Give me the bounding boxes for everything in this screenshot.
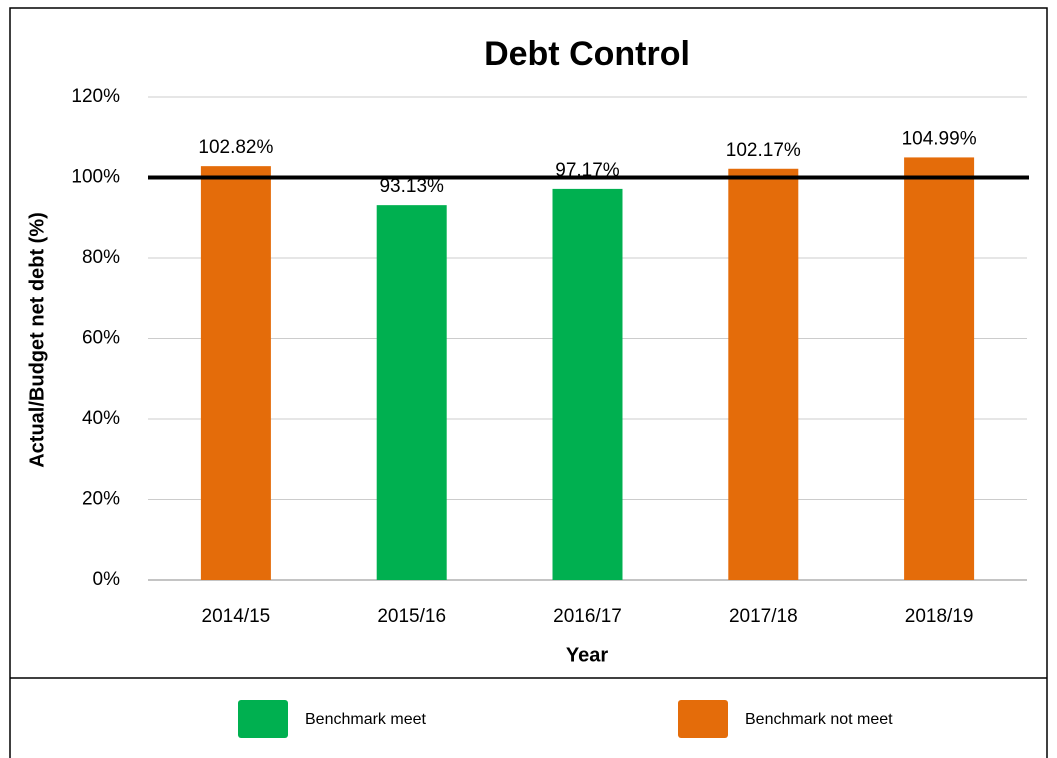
- y-tick-label: 0%: [93, 569, 121, 590]
- y-tick-label: 80%: [82, 247, 120, 268]
- chart-title: Debt Control: [484, 35, 690, 73]
- legend-label: Benchmark meet: [305, 711, 426, 728]
- x-tick-label: 2016/17: [553, 606, 622, 627]
- y-tick-label: 40%: [82, 408, 120, 429]
- data-label: 104.99%: [902, 128, 977, 149]
- bar: [200, 166, 271, 580]
- x-tick-label: 2018/19: [905, 606, 974, 627]
- bar: [376, 205, 447, 581]
- y-tick-label: 100%: [71, 167, 120, 188]
- chart-border: [9, 7, 1048, 758]
- x-tick-label: 2014/15: [202, 606, 271, 627]
- x-tick-label: 2017/18: [729, 606, 798, 627]
- y-axis-label: Actual/Budget net debt (%): [26, 212, 48, 468]
- bar: [552, 188, 623, 580]
- y-tick-label: 60%: [82, 328, 120, 349]
- legend-swatch: [238, 700, 288, 738]
- data-label: 102.17%: [726, 140, 801, 161]
- y-tick-label: 120%: [71, 86, 120, 107]
- bar: [904, 157, 975, 580]
- y-tick-label: 20%: [82, 489, 120, 510]
- data-label: 93.13%: [379, 176, 444, 197]
- x-tick-label: 2015/16: [377, 606, 446, 627]
- bar: [728, 168, 799, 580]
- legend-label: Benchmark not meet: [745, 711, 893, 728]
- data-label: 102.82%: [198, 137, 273, 158]
- legend-swatch: [678, 700, 728, 738]
- x-axis-label: Year: [566, 644, 608, 666]
